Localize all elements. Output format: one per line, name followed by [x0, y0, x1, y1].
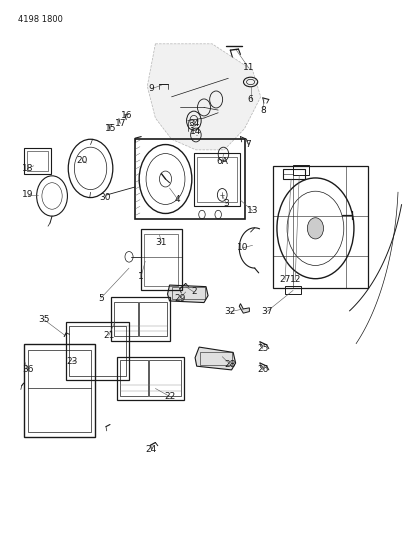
Text: 4: 4: [175, 195, 180, 204]
Bar: [285, 286, 301, 294]
Text: 9: 9: [149, 84, 154, 93]
Text: 27: 27: [279, 275, 291, 284]
Text: 26: 26: [257, 366, 268, 374]
Text: 36: 36: [22, 366, 33, 374]
Polygon shape: [239, 304, 249, 313]
Text: 19: 19: [22, 190, 33, 199]
Text: 31: 31: [156, 238, 167, 247]
Polygon shape: [168, 285, 208, 303]
Text: 11: 11: [243, 63, 254, 72]
Text: 8: 8: [260, 106, 266, 115]
Text: 37: 37: [261, 307, 273, 316]
Text: 1: 1: [138, 271, 144, 280]
Text: 10: 10: [237, 244, 248, 253]
Text: 5: 5: [98, 294, 104, 303]
Text: 18: 18: [22, 164, 33, 173]
Text: 24: 24: [146, 445, 157, 454]
Bar: [149, 360, 181, 397]
Text: 4198 1800: 4198 1800: [18, 14, 62, 23]
Text: 22: 22: [164, 392, 175, 401]
Text: 6: 6: [248, 95, 253, 104]
Text: 21: 21: [103, 331, 115, 340]
Text: 23: 23: [67, 358, 78, 367]
Bar: [117, 357, 184, 400]
Text: 7: 7: [246, 140, 251, 149]
Bar: [114, 302, 137, 336]
Bar: [283, 169, 305, 179]
Text: 29: 29: [174, 294, 185, 303]
Text: 32: 32: [225, 307, 236, 316]
Bar: [194, 152, 240, 206]
Text: 15: 15: [105, 124, 117, 133]
Bar: [293, 165, 309, 175]
Text: 6A: 6A: [216, 157, 228, 166]
Text: 20: 20: [77, 156, 88, 165]
Circle shape: [307, 217, 324, 239]
Text: 13: 13: [247, 206, 258, 215]
Bar: [66, 322, 129, 381]
Text: 35: 35: [38, 315, 50, 324]
Bar: [144, 233, 178, 286]
Text: 3: 3: [224, 199, 229, 208]
Bar: [141, 229, 182, 290]
Text: 14: 14: [190, 127, 202, 136]
Text: 34: 34: [188, 119, 200, 128]
Bar: [111, 297, 170, 341]
Text: 17: 17: [115, 119, 126, 128]
Bar: [24, 344, 95, 437]
Polygon shape: [195, 347, 235, 370]
Bar: [200, 352, 233, 365]
Text: 30: 30: [99, 193, 111, 202]
Text: 25: 25: [257, 344, 268, 353]
Bar: [135, 139, 244, 219]
Text: 16: 16: [121, 111, 133, 120]
Text: 28: 28: [225, 360, 236, 369]
Text: 12: 12: [290, 275, 301, 284]
Bar: [27, 151, 48, 171]
Bar: [139, 302, 167, 336]
Bar: [172, 287, 205, 300]
Bar: [120, 360, 148, 397]
Bar: [28, 350, 91, 432]
Bar: [197, 157, 237, 202]
Bar: [69, 326, 126, 376]
Bar: [273, 166, 368, 288]
Polygon shape: [147, 44, 261, 150]
Bar: [24, 148, 51, 174]
Text: 2: 2: [191, 287, 197, 296]
